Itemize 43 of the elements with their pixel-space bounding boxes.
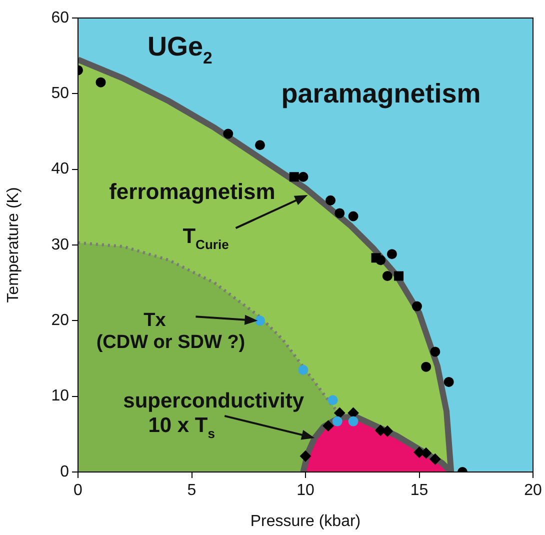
point — [298, 364, 308, 375]
point — [382, 271, 392, 282]
point — [223, 128, 234, 139]
y-tick-label: 40 — [51, 160, 70, 178]
x-tick-label: 10 — [296, 482, 314, 500]
point — [412, 301, 422, 312]
point — [430, 454, 441, 465]
x-tick-label: 15 — [410, 482, 428, 500]
point — [96, 77, 106, 88]
point — [322, 420, 334, 432]
y-tick-label: 20 — [51, 312, 70, 330]
y-tick-label: 50 — [51, 85, 70, 102]
x-tick-label: 0 — [74, 482, 83, 500]
y-tick-label: 60 — [51, 9, 70, 26]
x-tick-label: 20 — [524, 482, 542, 500]
point — [300, 450, 311, 462]
point — [348, 416, 358, 426]
point — [255, 316, 265, 326]
point — [255, 140, 265, 150]
point — [421, 362, 432, 372]
x-tick-label: 5 — [187, 482, 196, 500]
point — [298, 172, 308, 182]
point — [334, 208, 345, 218]
point — [386, 249, 397, 260]
point — [332, 416, 342, 426]
y-tick-label: 30 — [51, 236, 70, 254]
x-axis-title: Pressure (kbar) — [250, 512, 361, 530]
y-axis-title: Temperature (K) — [5, 187, 22, 303]
point — [444, 376, 454, 387]
point — [371, 253, 381, 263]
annotation: ferromagnetism — [109, 178, 276, 204]
point — [420, 448, 432, 459]
point — [334, 407, 346, 418]
point — [289, 172, 299, 182]
point — [394, 271, 404, 281]
point — [328, 395, 338, 406]
y-tick-label: 0 — [60, 463, 70, 480]
annotation: paramagnetism — [281, 78, 481, 109]
annotation: Tx (CDW or SDW ?) — [96, 310, 246, 353]
point — [430, 346, 440, 357]
y-tick-label: 10 — [51, 388, 70, 405]
point — [348, 211, 358, 222]
point — [326, 195, 336, 206]
